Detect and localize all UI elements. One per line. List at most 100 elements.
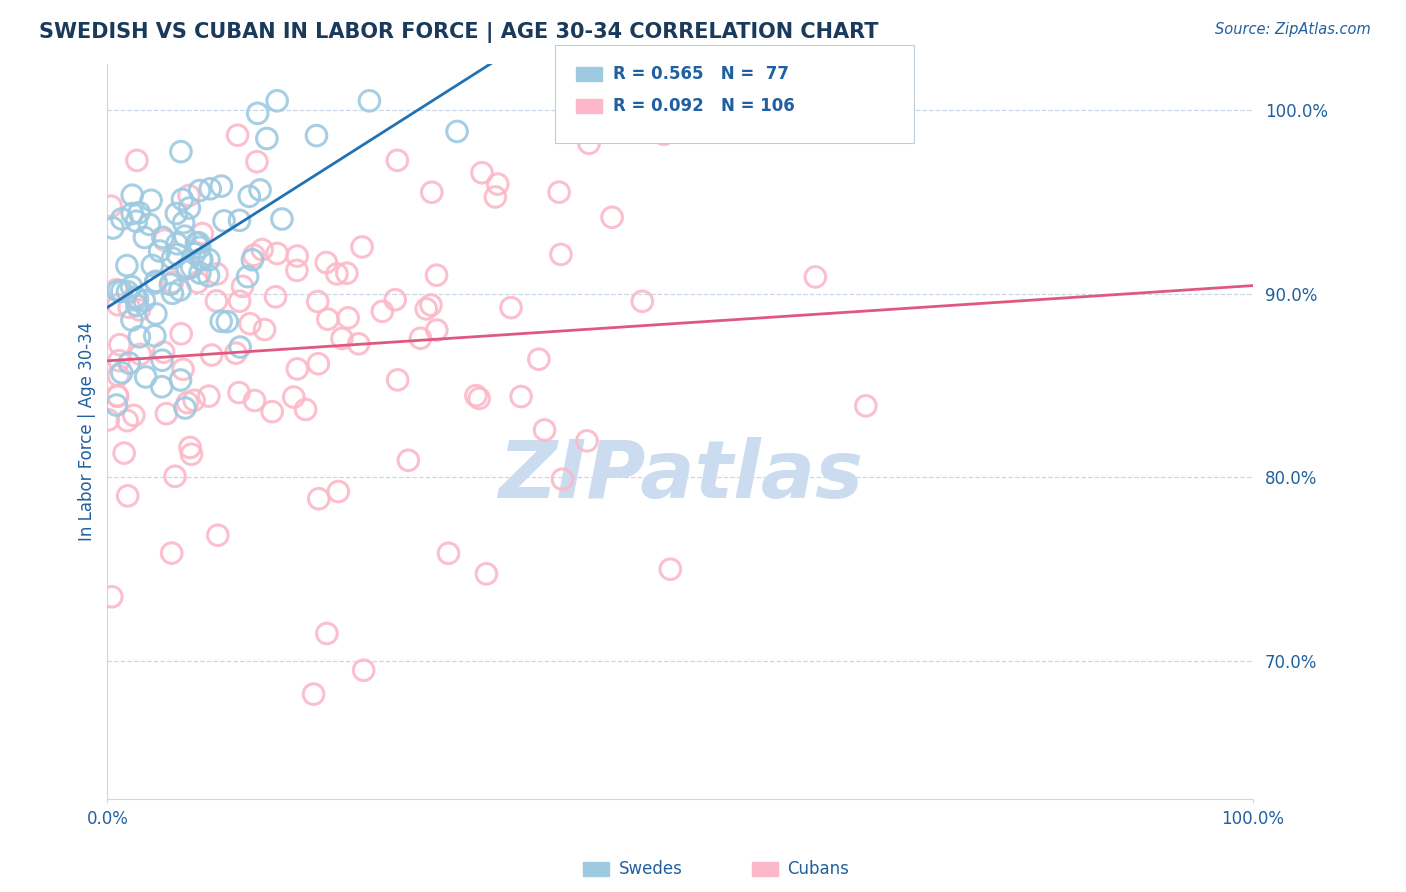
Point [145,274,167,288]
Point [550,247,572,261]
Point [121,279,143,293]
Point [236,269,259,284]
Point [200,182,222,196]
Point [510,390,533,404]
Point [294,402,316,417]
Point [138,218,160,232]
Point [256,131,278,145]
Point [111,366,134,380]
Point [127,292,149,306]
Point [207,528,229,542]
Point [149,244,172,258]
Point [855,399,877,413]
Point [446,124,468,138]
Point [173,216,195,230]
Point [205,267,228,281]
Text: SWEDISH VS CUBAN IN LABOR FORCE | AGE 30-34 CORRELATION CHART: SWEDISH VS CUBAN IN LABOR FORCE | AGE 30… [39,22,879,44]
Point [191,252,214,267]
Point [238,189,260,203]
Point [226,128,249,143]
Point [315,255,337,269]
Point [225,346,247,360]
Point [486,177,509,191]
Point [153,233,176,247]
Point [169,373,191,387]
Point [198,252,221,267]
Point [145,276,167,290]
Point [129,347,152,361]
Point [198,389,221,403]
Point [420,186,443,200]
Point [328,484,350,499]
Point [484,190,506,204]
Point [551,472,574,486]
Point [107,389,129,403]
Point [419,298,441,312]
Point [112,446,135,460]
Point [162,251,184,265]
Point [188,240,211,254]
Point [347,336,370,351]
Text: R = 0.565   N =  77: R = 0.565 N = 77 [613,65,789,83]
Point [246,154,269,169]
Point [188,266,211,280]
Point [371,304,394,318]
Point [162,286,184,301]
Point [179,441,201,455]
Point [336,266,359,280]
Point [253,322,276,336]
Point [231,279,253,293]
Text: Swedes: Swedes [619,860,682,878]
Point [316,626,339,640]
Point [283,390,305,404]
Point [121,188,143,202]
Point [533,423,555,437]
Point [117,285,139,299]
Point [246,106,269,120]
Point [122,409,145,423]
Point [170,326,193,341]
Point [187,235,209,250]
Point [115,259,138,273]
Point [169,283,191,297]
Point [111,211,134,226]
Point [101,221,124,235]
Point [128,302,150,317]
Point [108,353,131,368]
Point [145,307,167,321]
Point [631,294,654,309]
Point [176,261,198,276]
Point [575,434,598,448]
Point [359,94,381,108]
Point [415,301,437,316]
Point [264,290,287,304]
Point [159,277,181,292]
Point [285,263,308,277]
Point [330,331,353,345]
Point [107,298,129,312]
Point [197,268,219,283]
Point [128,330,150,344]
Point [101,590,124,604]
Point [266,246,288,260]
Point [191,227,214,241]
Point [426,323,449,337]
Point [468,392,491,406]
Point [186,236,208,251]
Point [217,315,239,329]
Point [177,188,200,202]
Point [183,246,205,260]
Point [205,293,228,308]
Point [240,252,263,267]
Point [141,259,163,273]
Text: R = 0.092   N = 106: R = 0.092 N = 106 [613,97,794,115]
Point [387,373,409,387]
Point [212,214,235,228]
Point [548,185,571,199]
Point [176,260,198,275]
Point [228,213,250,227]
Point [180,260,202,275]
Point [150,380,173,394]
Point [118,356,141,370]
Point [160,546,183,560]
